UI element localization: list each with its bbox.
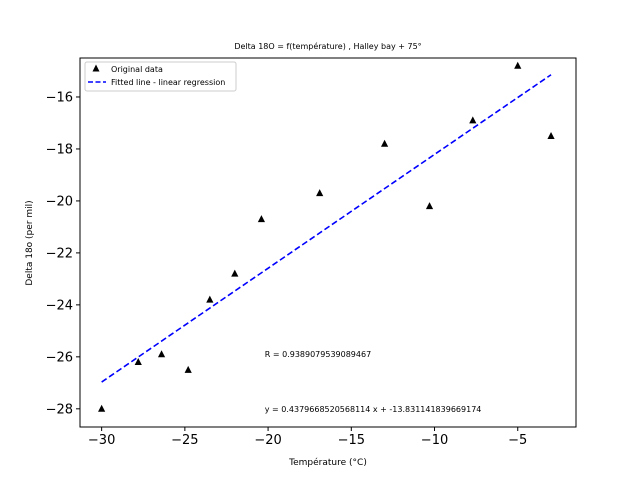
y-tick-label-1: −26 <box>46 350 73 365</box>
y-tick-label-2: −24 <box>46 298 73 313</box>
legend: Original data Fitted line - linear regre… <box>84 61 237 92</box>
data-point-11 <box>514 61 522 69</box>
y-tick-label-6: −16 <box>46 90 73 105</box>
x-tick-label-4: −10 <box>421 433 448 448</box>
y-axis-label: Delta 18o (per mil) <box>25 200 35 285</box>
plot-area: −30 −25 −20 −15 −10 −5 −28 −26 −24 −22 −20 −18 −16 R … <box>46 57 577 448</box>
data-point-4 <box>206 295 214 303</box>
data-point-3 <box>184 365 192 373</box>
data-point-8 <box>380 139 389 147</box>
x-tick-label-0: −30 <box>88 433 115 448</box>
annotation-0: R = 0.9389079539089467 <box>265 350 371 359</box>
legend-box <box>84 61 237 92</box>
data-point-9 <box>425 202 434 210</box>
legend-label-fitted-line: Fitted line - linear regression <box>111 78 225 87</box>
data-point-1 <box>134 358 142 366</box>
fitted-line <box>101 74 552 383</box>
y-tick-label-3: −22 <box>46 246 73 261</box>
data-point-6 <box>257 215 266 223</box>
data-point-5 <box>231 269 239 277</box>
legend-marker-original-data <box>92 64 100 72</box>
chart-title: Delta 18O = f(température) , Halley bay … <box>234 41 421 51</box>
legend-label-original-data: Original data <box>111 65 163 74</box>
x-tick-label-3: −15 <box>338 433 365 448</box>
x-axis-label: Température (°C) <box>288 457 367 468</box>
axes-frame <box>79 57 577 428</box>
y-tick-label-0: −28 <box>46 402 73 417</box>
data-point-2 <box>157 350 166 358</box>
data-point-0 <box>98 404 106 412</box>
y-tick-label-4: −20 <box>46 194 73 209</box>
annotation-1: y = 0.4379668520568114 x + -13.831141839… <box>265 405 482 414</box>
x-tick-label-2: −20 <box>254 433 281 448</box>
data-point-10 <box>469 116 477 124</box>
x-tick-label-5: −5 <box>508 433 527 448</box>
x-tick-label-1: −25 <box>171 433 198 448</box>
data-point-7 <box>316 189 324 197</box>
data-point-12 <box>547 131 555 139</box>
y-tick-label-5: −18 <box>46 142 73 157</box>
